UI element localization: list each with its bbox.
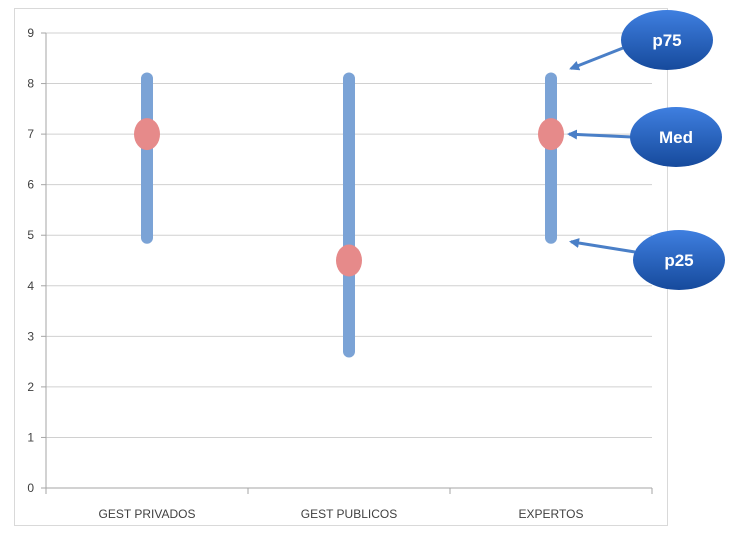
callout-arrow xyxy=(569,238,636,254)
y-tick-label: 7 xyxy=(27,127,34,141)
y-tick-label: 1 xyxy=(27,430,34,444)
y-tick-label: 3 xyxy=(27,329,34,343)
range-bars xyxy=(141,72,557,358)
y-tick-label: 2 xyxy=(27,380,34,394)
y-tick-label: 9 xyxy=(27,26,34,40)
y-axis-tick-labels: 0 1 2 3 4 5 6 7 8 9 xyxy=(27,26,34,495)
median-marker-0 xyxy=(134,118,160,151)
callout-arrow xyxy=(567,129,633,140)
axes xyxy=(41,32,653,494)
median-marker-2 xyxy=(538,118,564,151)
callout-arrow xyxy=(569,46,624,71)
y-tick-label: 8 xyxy=(27,77,34,91)
callout-bubble xyxy=(630,107,722,167)
callout-label: p75 xyxy=(652,31,681,50)
callout-p25: p25 xyxy=(569,230,725,290)
callout-label: Med xyxy=(659,128,693,147)
median-marker-1 xyxy=(336,244,362,277)
callout-bubble xyxy=(633,230,725,290)
callout-p75: p75 xyxy=(569,10,713,71)
callout-label: p25 xyxy=(664,251,693,270)
x-category-label: GEST PUBLICOS xyxy=(301,507,397,521)
median-markers xyxy=(134,118,564,277)
x-category-label: EXPERTOS xyxy=(519,507,584,521)
x-axis-category-labels: GEST PRIVADOS GEST PUBLICOS EXPERTOS xyxy=(99,507,584,521)
y-tick-label: 5 xyxy=(27,228,34,242)
callout-bubble xyxy=(621,10,713,70)
callout-med: Med xyxy=(567,107,722,167)
x-category-label: GEST PRIVADOS xyxy=(99,507,196,521)
y-tick-label: 4 xyxy=(27,279,34,293)
callouts: p75 Med p25 xyxy=(567,10,725,290)
y-tick-label: 6 xyxy=(27,178,34,192)
y-tick-label: 0 xyxy=(27,481,34,495)
